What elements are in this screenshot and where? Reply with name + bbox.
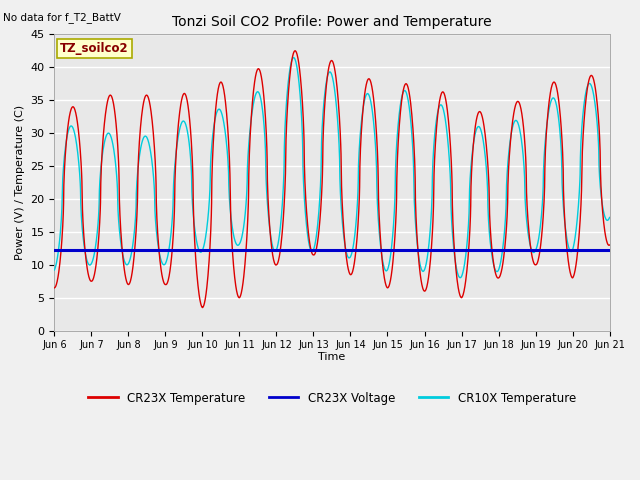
Y-axis label: Power (V) / Temperature (C): Power (V) / Temperature (C) bbox=[15, 105, 25, 260]
Title: Tonzi Soil CO2 Profile: Power and Temperature: Tonzi Soil CO2 Profile: Power and Temper… bbox=[172, 15, 492, 29]
Text: TZ_soilco2: TZ_soilco2 bbox=[60, 42, 129, 55]
X-axis label: Time: Time bbox=[318, 352, 346, 362]
Legend: CR23X Temperature, CR23X Voltage, CR10X Temperature: CR23X Temperature, CR23X Voltage, CR10X … bbox=[83, 387, 580, 409]
Text: No data for f_T2_BattV: No data for f_T2_BattV bbox=[3, 12, 121, 23]
